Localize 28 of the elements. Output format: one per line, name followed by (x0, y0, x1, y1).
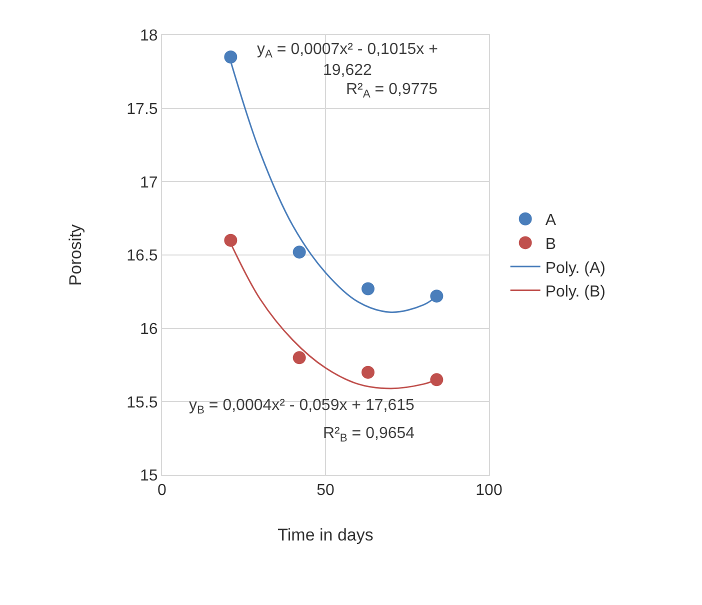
x-tick-label: 100 (476, 482, 502, 500)
legend-label: Poly. (A) (545, 260, 606, 277)
legend-label: A (545, 212, 556, 230)
point (430, 290, 444, 303)
y-tick-label: 17 (140, 174, 158, 192)
legend-label: B (545, 236, 556, 253)
y-tick-label: 16 (140, 320, 158, 338)
point (292, 246, 306, 259)
legend-label: Poly. (B) (545, 284, 606, 301)
point (224, 234, 238, 247)
x-axis-title: Time in days (278, 526, 374, 545)
y-tick-label: 16.5 (126, 248, 158, 265)
y-tick-label: 15 (140, 468, 158, 485)
y-axis-title: Porosity (66, 224, 86, 286)
y-tick-label: 17.5 (126, 100, 158, 118)
x-tick-label: 0 (158, 482, 167, 500)
x-tick-label: 50 (316, 482, 334, 500)
point (362, 366, 375, 379)
annotation: R²$_{B}$ = 0,9654 (323, 425, 415, 444)
annotation: y$_{A}$ = 0,0007x² - 0,1015x + 19,622 (257, 41, 438, 79)
annotation: R²$_{A}$ = 0,9775 (346, 81, 438, 100)
y-tick-label: 18 (140, 28, 158, 45)
point (430, 373, 444, 386)
annotation: y$_{B}$ = 0,0004x² - 0,059x + 17,615 (189, 397, 414, 416)
point (362, 282, 375, 296)
y-tick-label: 15.5 (126, 394, 158, 412)
point (292, 351, 306, 364)
point (224, 50, 238, 64)
